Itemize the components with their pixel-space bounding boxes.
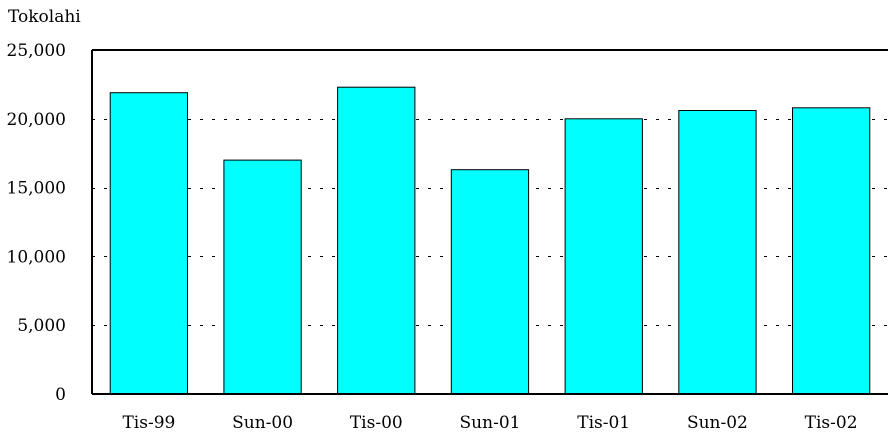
bar — [450, 169, 530, 395]
y-tick-labels: 0 5,000 10,000 15,000 20,000 25,000 — [7, 41, 66, 405]
bar — [223, 159, 302, 395]
y-tick-label: 25,000 — [7, 41, 66, 61]
bar — [109, 92, 188, 395]
x-tick-label: Tis-01 — [577, 413, 630, 433]
x-tick-label: Tis-02 — [805, 413, 858, 433]
x-tick-label: Sun-00 — [232, 413, 293, 433]
x-tick-labels: Tis-99 Sun-00 Tis-00 Sun-01 Tis-01 Sun-02 Tis-… — [122, 413, 857, 433]
x-tick-label: Tis-00 — [350, 413, 403, 433]
y-tick-label: 5,000 — [17, 316, 66, 336]
y-tick-label: 15,000 — [7, 179, 66, 199]
x-tick-label: Tis-99 — [122, 413, 175, 433]
x-tick-label: Sun-02 — [687, 413, 748, 433]
y-tick-label: 20,000 — [7, 110, 66, 130]
bar — [564, 118, 643, 395]
y-tick-label: 10,000 — [7, 247, 66, 267]
bars — [109, 86, 871, 395]
y-tick-label: 0 — [55, 385, 66, 405]
bar — [792, 107, 871, 395]
x-tick-label: Sun-01 — [460, 413, 521, 433]
bar — [337, 86, 416, 395]
bar — [678, 110, 757, 395]
y-axis-label: Tokolahi — [8, 7, 81, 27]
axes — [91, 49, 888, 395]
